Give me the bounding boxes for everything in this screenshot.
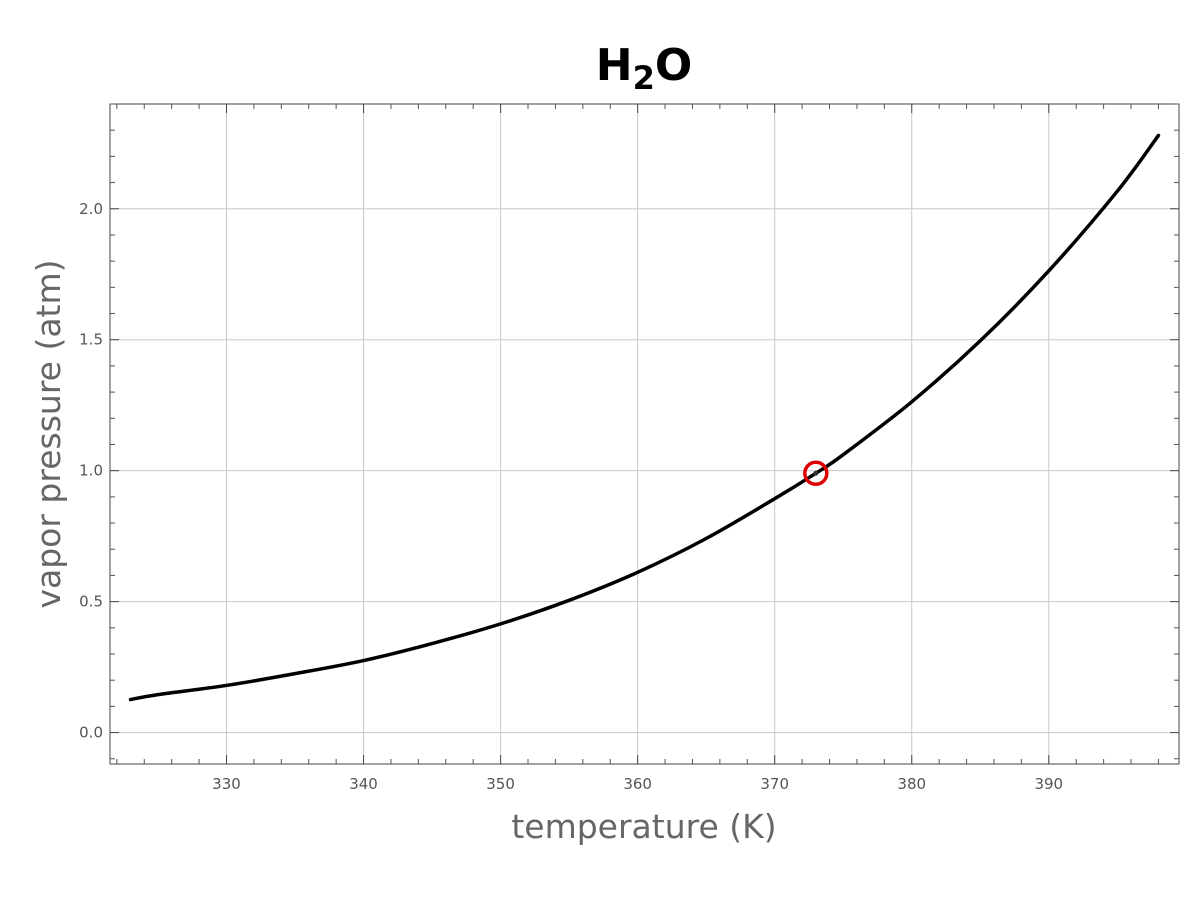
x-tick-label: 380	[897, 775, 926, 793]
grid-lines	[110, 104, 1179, 764]
y-tick-label: 2.0	[79, 200, 103, 218]
chart-title-tail: O	[655, 40, 692, 91]
axis-ticks: 330 340 350 360 370 380 390 0.0 0.5 1.0 1.5 2.0	[79, 103, 1179, 793]
vapor-pressure-curve	[128, 133, 1161, 702]
x-tick-label: 390	[1034, 775, 1063, 793]
chart-title-main: H	[596, 40, 633, 91]
x-tick-label: 330	[212, 775, 241, 793]
y-axis-title: vapor pressure (atm)	[29, 259, 68, 608]
series-layer	[128, 133, 1161, 702]
boiling-point-center	[813, 470, 819, 476]
y-tick-label: 1.0	[79, 462, 103, 480]
x-tick-label: 360	[623, 775, 652, 793]
y-tick-label: 0.5	[79, 593, 103, 611]
x-tick-label: 340	[349, 775, 378, 793]
chart-title: H2O	[596, 40, 693, 97]
y-tick-label: 1.5	[79, 331, 103, 349]
x-axis-title: temperature (K)	[511, 807, 776, 846]
boiling-point-marker	[803, 460, 829, 487]
x-tick-label: 350	[486, 775, 515, 793]
chart-title-subscript: 2	[633, 59, 655, 97]
marker-layer	[803, 460, 829, 487]
x-tick-label: 370	[760, 775, 789, 793]
plot-frame	[109, 103, 1180, 765]
y-tick-label: 0.0	[79, 724, 103, 742]
